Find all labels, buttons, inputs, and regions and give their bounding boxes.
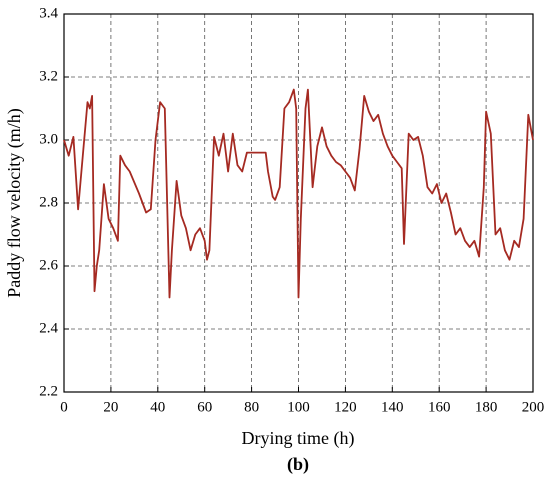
y-axis-label: Paddy flow velocity (m/h) xyxy=(4,108,25,297)
x-axis-label: Drying time (h) xyxy=(242,428,355,449)
x-tick-label: 0 xyxy=(60,399,68,415)
y-tick-label: 3.0 xyxy=(39,131,58,147)
x-tick-label: 160 xyxy=(428,399,451,415)
x-tick-label: 120 xyxy=(334,399,357,415)
x-tick-label: 140 xyxy=(381,399,404,415)
caption: (b) xyxy=(287,454,309,475)
x-tick-label: 80 xyxy=(244,399,259,415)
x-tick-label: 40 xyxy=(150,399,165,415)
data-line xyxy=(63,88,534,299)
y-tick-label: 2.2 xyxy=(39,383,58,399)
y-tick-label: 2.8 xyxy=(39,194,58,210)
x-tick-label: 20 xyxy=(103,399,118,415)
x-tick-label: 200 xyxy=(522,399,545,415)
x-tick-label: 180 xyxy=(475,399,498,415)
y-tick-label: 3.2 xyxy=(39,68,58,84)
y-tick-label: 3.4 xyxy=(39,5,58,21)
y-tick-label: 2.6 xyxy=(39,257,58,273)
x-tick-label: 100 xyxy=(287,399,310,415)
plot-frame xyxy=(63,13,534,393)
x-tick-label: 60 xyxy=(197,399,212,415)
y-tick-label: 2.4 xyxy=(39,320,58,336)
